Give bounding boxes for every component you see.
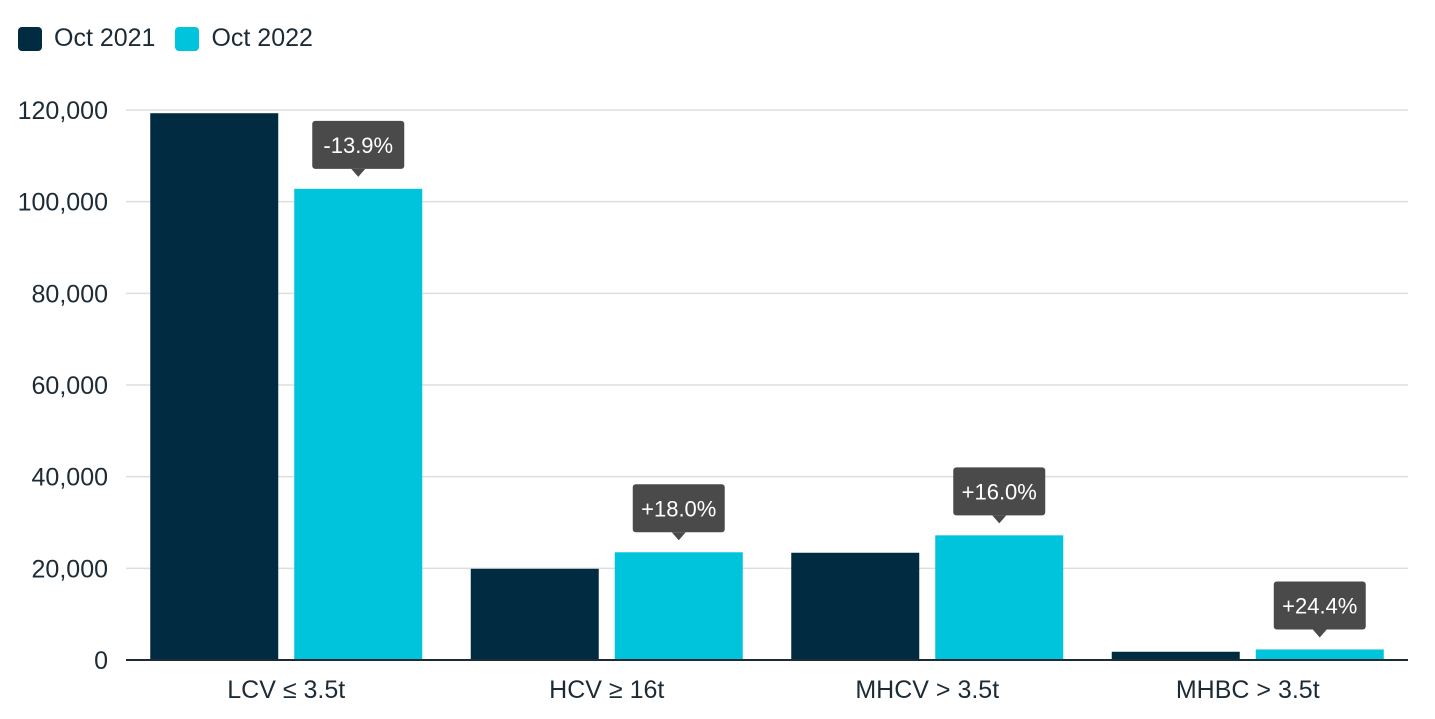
y-tick-label: 80,000 [32,280,108,308]
legend-item-oct-2021: Oct 2021 [18,24,155,53]
x-tick-label: LCV ≤ 3.5t [227,676,345,704]
legend-label-oct-2022: Oct 2022 [211,24,313,52]
bar-oct-2021 [470,568,599,660]
y-tick-label: 0 [94,647,108,675]
change-badge-label: -13.9% [323,133,393,158]
legend: Oct 2021 Oct 2022 [18,24,333,53]
x-tick-label: MHCV > 3.5t [855,676,999,704]
change-badge-label: +18.0% [641,496,716,521]
bar-oct-2021 [1111,651,1240,660]
change-badge [1273,581,1366,630]
legend-swatch-oct-2022 [175,26,200,51]
legend-swatch-oct-2021 [18,26,42,51]
y-tick-label: 100,000 [18,189,108,217]
change-badge-pointer [671,532,686,541]
change-badge-pointer [992,515,1007,524]
bar-oct-2022 [1255,649,1384,660]
bar-oct-2022 [935,535,1064,660]
x-tick-label: MHBC > 3.5t [1176,676,1320,704]
change-badge-pointer [351,168,366,177]
change-badge-label: +16.0% [962,479,1037,504]
change-badge [953,467,1046,516]
change-badge [312,120,405,169]
y-tick-label: 60,000 [32,372,108,400]
bar-oct-2022 [294,188,423,661]
bar-oct-2021 [150,113,279,661]
change-badge-pointer [1312,629,1327,638]
change-badge-label: +24.4% [1282,593,1357,618]
y-tick-label: 120,000 [18,97,108,125]
legend-item-oct-2022: Oct 2022 [175,24,313,53]
y-tick-label: 40,000 [32,464,108,492]
legend-label-oct-2021: Oct 2021 [54,24,156,52]
bar-oct-2021 [791,552,920,660]
x-tick-label: HCV ≥ 16t [549,676,664,704]
bar-oct-2022 [614,552,743,660]
change-badge [632,484,725,533]
y-tick-label: 20,000 [32,555,108,583]
